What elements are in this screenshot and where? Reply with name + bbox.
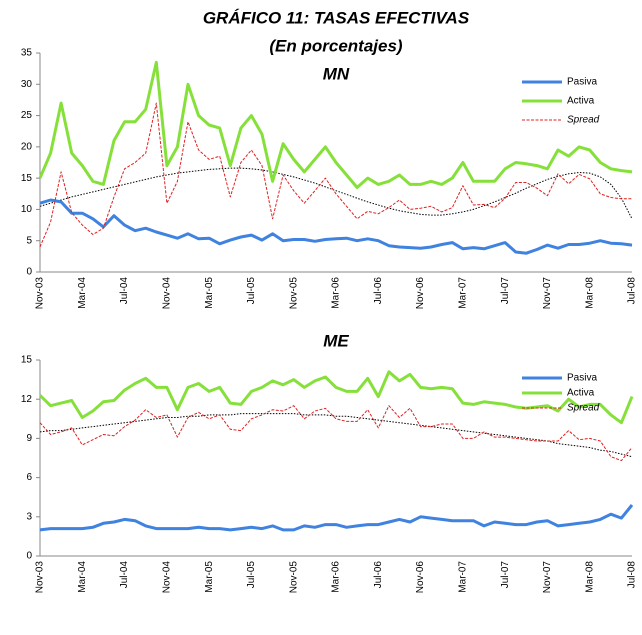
x-tick-label: Mar-04 xyxy=(77,561,88,593)
trend-line xyxy=(39,413,633,458)
series-line xyxy=(38,370,634,425)
series-line xyxy=(39,405,633,462)
y-tick-label: 9 xyxy=(26,433,32,444)
legend-label: Spread xyxy=(567,403,600,414)
legend-label: Pasiva xyxy=(567,373,597,384)
x-tick-label: Jul-07 xyxy=(500,277,511,305)
y-tick-label: 35 xyxy=(21,48,33,59)
legend-label: Activa xyxy=(567,388,595,399)
panel-title: ME xyxy=(323,331,349,350)
x-tick-label: Jul-08 xyxy=(627,561,638,589)
x-tick-label: Nov-03 xyxy=(35,561,46,594)
page-subtitle: (En porcentajes) xyxy=(269,36,403,55)
trend-line xyxy=(39,167,633,220)
x-tick-label: Nov-06 xyxy=(415,561,426,594)
legend-label: Activa xyxy=(567,96,595,107)
y-tick-label: 20 xyxy=(21,141,33,152)
x-tick-label: Mar-08 xyxy=(584,277,595,309)
y-tick-label: 3 xyxy=(26,511,32,522)
y-tick-label: 15 xyxy=(21,355,33,366)
x-tick-label: Mar-07 xyxy=(457,277,468,309)
y-tick-label: 6 xyxy=(26,472,32,483)
series-line xyxy=(38,60,633,189)
panel-title: MN xyxy=(323,64,350,83)
page-title: GRÁFICO 11: TASAS EFECTIVAS xyxy=(203,8,470,27)
x-tick-label: Jul-04 xyxy=(119,277,130,305)
x-tick-label: Nov-04 xyxy=(161,277,172,310)
y-tick-label: 0 xyxy=(26,267,32,278)
x-tick-label: Mar-04 xyxy=(77,277,88,309)
y-tick-label: 0 xyxy=(26,551,32,562)
y-tick-label: 25 xyxy=(21,110,33,121)
x-tick-label: Mar-08 xyxy=(584,561,595,593)
x-tick-label: Mar-05 xyxy=(204,277,215,309)
x-tick-label: Nov-07 xyxy=(542,561,553,594)
x-tick-label: Jul-07 xyxy=(500,561,511,589)
series-line xyxy=(39,198,633,255)
x-tick-label: Nov-07 xyxy=(542,277,553,310)
x-tick-label: Mar-06 xyxy=(331,277,342,309)
x-tick-label: Jul-08 xyxy=(627,277,638,305)
y-tick-label: 15 xyxy=(21,173,33,184)
series-line xyxy=(39,504,634,532)
x-tick-label: Jul-05 xyxy=(246,561,257,589)
y-tick-label: 5 xyxy=(26,235,32,246)
x-tick-label: Jul-06 xyxy=(373,561,384,589)
y-tick-label: 30 xyxy=(21,79,33,90)
y-tick-label: 10 xyxy=(21,204,33,215)
x-tick-label: Nov-05 xyxy=(288,277,299,310)
x-tick-label: Jul-05 xyxy=(246,277,257,305)
x-tick-label: Jul-04 xyxy=(119,561,130,589)
x-tick-label: Mar-05 xyxy=(204,561,215,593)
legend-label: Pasiva xyxy=(567,77,597,88)
x-tick-label: Mar-06 xyxy=(331,561,342,593)
x-tick-label: Nov-03 xyxy=(35,277,46,310)
x-tick-label: Nov-04 xyxy=(161,561,172,594)
series-line xyxy=(39,102,632,248)
x-tick-label: Mar-07 xyxy=(457,561,468,593)
x-tick-label: Nov-06 xyxy=(415,277,426,310)
legend-label: Spread xyxy=(567,115,600,126)
x-tick-label: Nov-05 xyxy=(288,561,299,594)
x-tick-label: Jul-06 xyxy=(373,277,384,305)
y-tick-label: 12 xyxy=(21,394,33,405)
